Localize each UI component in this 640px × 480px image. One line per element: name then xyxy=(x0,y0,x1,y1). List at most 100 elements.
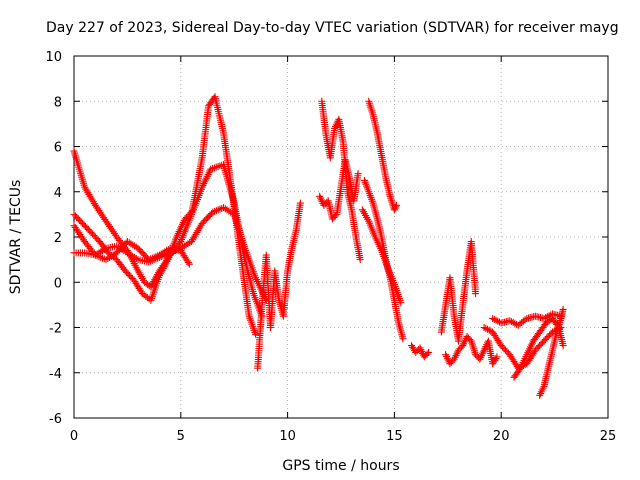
series-PRN-M xyxy=(442,333,501,368)
data-point xyxy=(96,208,104,216)
y-tick-label: 4 xyxy=(54,186,62,201)
data-point xyxy=(98,212,106,220)
data-point xyxy=(354,170,362,178)
data-point xyxy=(109,251,117,259)
series-PRN-K xyxy=(407,342,433,361)
data-point xyxy=(131,242,139,250)
x-tick-label: 15 xyxy=(386,429,403,444)
data-point xyxy=(72,225,80,233)
data-point xyxy=(102,256,110,264)
data-point xyxy=(98,247,106,255)
data-point xyxy=(179,243,187,251)
data-point xyxy=(399,335,407,343)
data-point xyxy=(159,249,167,257)
y-tick-label: -4 xyxy=(49,367,62,382)
data-point xyxy=(97,253,105,261)
data-point xyxy=(155,271,163,279)
data-point xyxy=(161,248,169,256)
data-point xyxy=(185,260,193,268)
data-point xyxy=(106,253,114,261)
data-point xyxy=(97,210,105,218)
x-tick-label: 25 xyxy=(600,429,617,444)
data-point xyxy=(220,204,228,212)
data-point xyxy=(492,355,500,363)
x-tick-label: 0 xyxy=(70,429,78,444)
y-tick-label: 2 xyxy=(54,231,62,246)
data-point xyxy=(123,249,131,257)
data-point xyxy=(163,247,171,255)
data-point xyxy=(296,199,304,207)
chart-title: Day 227 of 2023, Sidereal Day-to-day VTE… xyxy=(46,20,619,36)
data-point xyxy=(71,223,79,231)
data-point xyxy=(150,253,158,261)
data-point xyxy=(227,208,235,216)
x-tick-label: 10 xyxy=(279,429,296,444)
y-tick-label: 0 xyxy=(54,276,62,291)
data-point xyxy=(95,207,103,215)
data-point xyxy=(156,270,164,278)
data-point xyxy=(93,252,101,260)
data-point xyxy=(122,248,130,256)
data-point xyxy=(393,201,401,209)
data-point xyxy=(392,203,400,211)
data-point xyxy=(162,259,170,267)
data-point xyxy=(104,254,112,262)
data-point xyxy=(70,222,78,230)
series-PRN-E xyxy=(254,199,304,372)
data-point xyxy=(425,348,433,356)
data-point xyxy=(163,257,171,265)
data-point xyxy=(107,224,115,232)
data-point xyxy=(225,207,233,215)
data-point xyxy=(164,245,172,253)
data-point xyxy=(331,212,339,220)
y-tick-label: -2 xyxy=(49,322,62,337)
data-point xyxy=(209,208,217,216)
data-point xyxy=(391,204,399,212)
data-point xyxy=(76,230,84,238)
data-point xyxy=(147,283,155,291)
data-point xyxy=(95,253,103,261)
data-point xyxy=(91,201,99,209)
data-point xyxy=(106,222,114,230)
data-point xyxy=(148,281,156,289)
data-point xyxy=(103,219,111,227)
data-point xyxy=(158,266,166,274)
data-point xyxy=(180,242,188,250)
series-PRN-J xyxy=(358,206,405,307)
data-point xyxy=(93,203,101,211)
data-point xyxy=(493,353,501,361)
data-point xyxy=(214,206,222,214)
y-tick-label: 8 xyxy=(54,95,62,110)
data-point xyxy=(110,229,118,237)
series-PRN-H xyxy=(360,176,407,343)
series-PRN-L xyxy=(437,238,480,345)
data-point xyxy=(104,221,112,229)
data-point xyxy=(157,268,165,276)
data-point xyxy=(148,254,156,262)
x-tick-label: 5 xyxy=(177,429,185,444)
series-PRN-Q xyxy=(536,305,567,399)
data-point xyxy=(102,217,110,225)
data-point xyxy=(152,253,160,261)
data-point xyxy=(129,252,137,260)
data-point xyxy=(157,250,165,258)
data-point xyxy=(184,240,192,248)
y-tick-label: 10 xyxy=(45,50,62,65)
data-point xyxy=(100,214,108,222)
data-point xyxy=(559,342,567,350)
series-PRN-F xyxy=(318,97,364,264)
data-point xyxy=(559,305,567,313)
series-PRN-D xyxy=(70,238,193,268)
data-point xyxy=(127,251,135,259)
data-point xyxy=(125,250,133,258)
data-point xyxy=(397,299,405,307)
data-point xyxy=(147,255,155,263)
y-tick-label: -6 xyxy=(49,412,62,427)
data-points xyxy=(70,93,567,399)
series-PRN-I xyxy=(365,97,401,214)
data-point xyxy=(159,264,167,272)
series-PRN-C xyxy=(70,204,270,304)
data-point xyxy=(184,258,192,266)
data-point xyxy=(109,228,117,236)
